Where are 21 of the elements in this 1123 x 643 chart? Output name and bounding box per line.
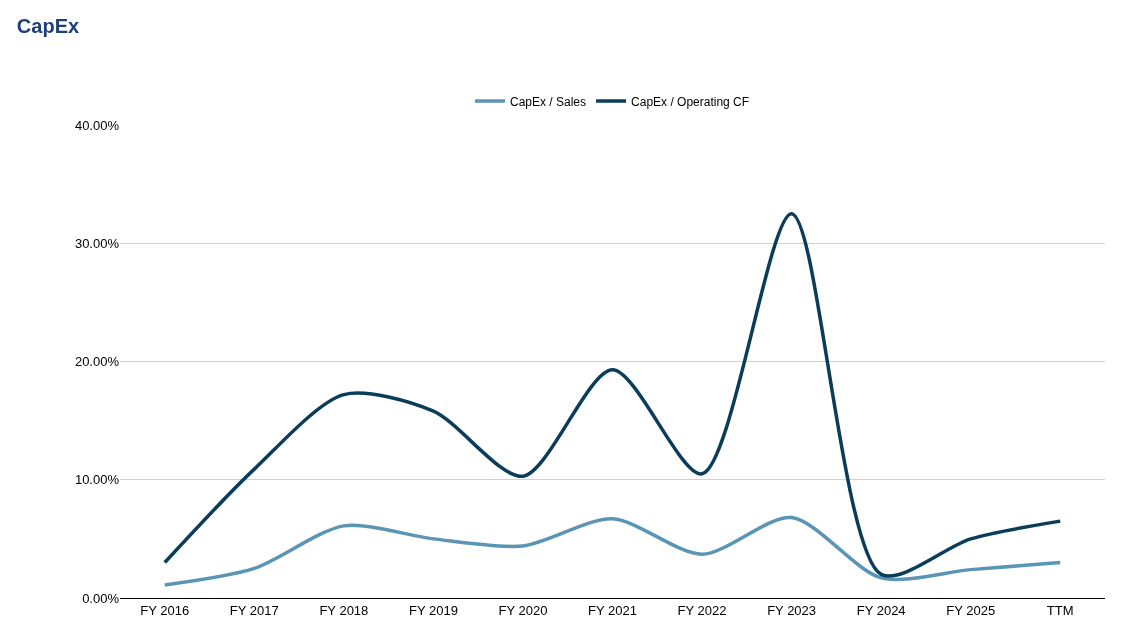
x-tick-label: FY 2020 [498, 602, 548, 618]
x-tick-label: TTM [1046, 602, 1074, 618]
y-tick-label: 0.00% [82, 590, 120, 606]
x-tick-label: FY 2016 [140, 602, 190, 618]
y-tick-label: 10.00% [74, 472, 120, 488]
legend-label: CapEx / Sales [510, 94, 587, 109]
x-tick-label: FY 2021 [588, 602, 637, 618]
y-tick-label: 20.00% [74, 354, 120, 370]
y-tick-label: 30.00% [74, 235, 120, 251]
x-tick-label: FY 2019 [408, 602, 458, 618]
x-tick-label: FY 2024 [856, 602, 906, 618]
chart-title: CapEx [16, 15, 80, 38]
legend-label: CapEx / Operating CF [631, 94, 750, 109]
x-tick-label: FY 2018 [319, 602, 369, 618]
y-tick-label: 40.00% [74, 117, 120, 133]
x-tick-label: FY 2025 [946, 602, 996, 618]
x-tick-label: FY 2023 [767, 602, 817, 618]
line-series [163, 515, 1062, 587]
x-tick-label: FY 2022 [677, 602, 727, 618]
x-tick-label: FY 2017 [229, 602, 279, 618]
line-series [163, 211, 1062, 578]
